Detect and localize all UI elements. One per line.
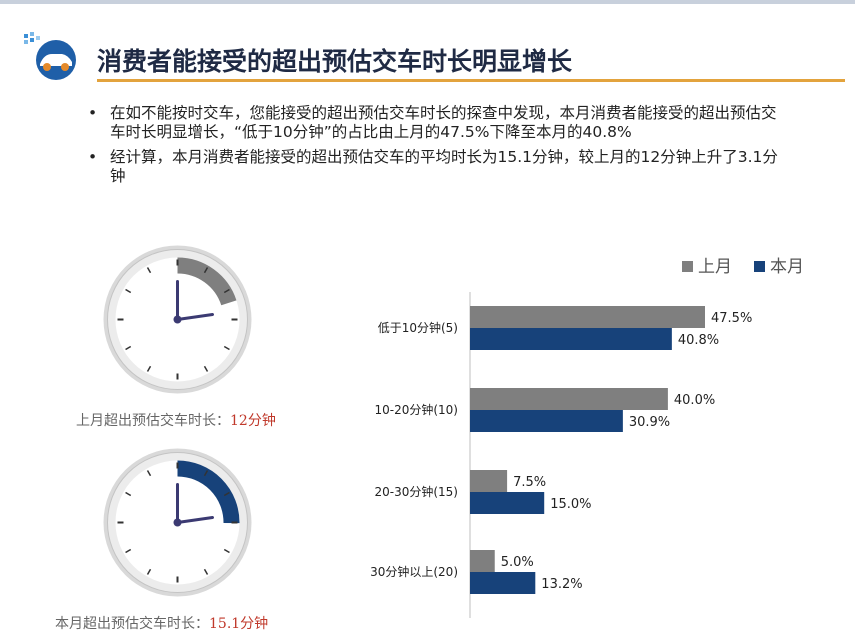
hour-tick [125,288,132,294]
hour-hand [176,313,214,321]
top-bar [0,0,855,4]
caption-text: 本月超出预估交车时长： [55,616,209,632]
this-month-caption: 本月超出预估交车时长：15.1分钟 [55,613,268,633]
clock-center [173,315,182,324]
caption-value: 12分钟 [230,413,276,429]
data-label: 40.0% [674,393,715,408]
bar [470,550,495,572]
hour-tick [223,491,230,497]
caption-text: 上月超出预估交车时长： [76,413,230,429]
bar [470,328,672,350]
data-label: 30.9% [629,415,670,430]
category-label: 30分钟以上(20) [370,564,458,579]
data-label: 7.5% [513,475,546,490]
data-label: 13.2% [541,577,582,592]
hour-tick [203,470,209,477]
data-label: 15.0% [550,497,591,512]
clock-center [173,518,182,527]
page-title: 消费者能接受的超出预估交车时长明显增长 [97,47,573,76]
elapsed-arc [177,257,237,306]
data-label: 47.5% [711,311,752,326]
hour-tick [203,568,209,575]
bar [470,306,705,328]
hour-tick [203,267,209,274]
title-underline [97,79,845,82]
bar [470,388,668,410]
last-month-caption: 上月超出预估交车时长：12分钟 [76,410,276,430]
bullet-list: 在如不能按时交车，您能接受的超出预估交车时长的探查中发现，本月消费者能接受的超出… [88,104,788,192]
hour-tick [223,288,230,294]
caption-value: 15.1分钟 [209,616,269,632]
hour-tick [223,548,230,554]
bullet-item: 经计算，本月消费者能接受的超出预估交车的平均时长为15.1分钟，较上月的12分钟… [88,148,788,186]
legend-label: 本月 [770,257,804,277]
hour-tick [146,365,152,372]
hour-tick [223,345,230,351]
hour-tick [125,345,132,351]
hour-tick [146,568,152,575]
hour-tick [146,267,152,274]
car-logo-icon [24,32,76,80]
hour-tick [125,548,132,554]
last-month-clock [103,245,252,394]
bar [470,572,536,594]
this-month-clock [103,448,252,597]
hour-tick [146,470,152,477]
bullet-item: 在如不能按时交车，您能接受的超出预估交车时长的探查中发现，本月消费者能接受的超出… [88,104,788,142]
legend-swatch [754,261,765,272]
hour-hand [176,516,214,524]
data-label: 40.8% [678,333,719,348]
category-label: 10-20分钟(10) [374,402,458,417]
bar [470,410,623,432]
data-label: 5.0% [501,555,534,570]
bar [470,492,545,514]
hour-tick [203,365,209,372]
category-label: 低于10分钟(5) [378,320,458,335]
legend-swatch [682,261,693,272]
bar [470,470,508,492]
legend-label: 上月 [698,257,732,277]
hour-tick [125,491,132,497]
elapsed-arc [177,460,240,524]
category-label: 20-30分钟(15) [374,484,458,499]
